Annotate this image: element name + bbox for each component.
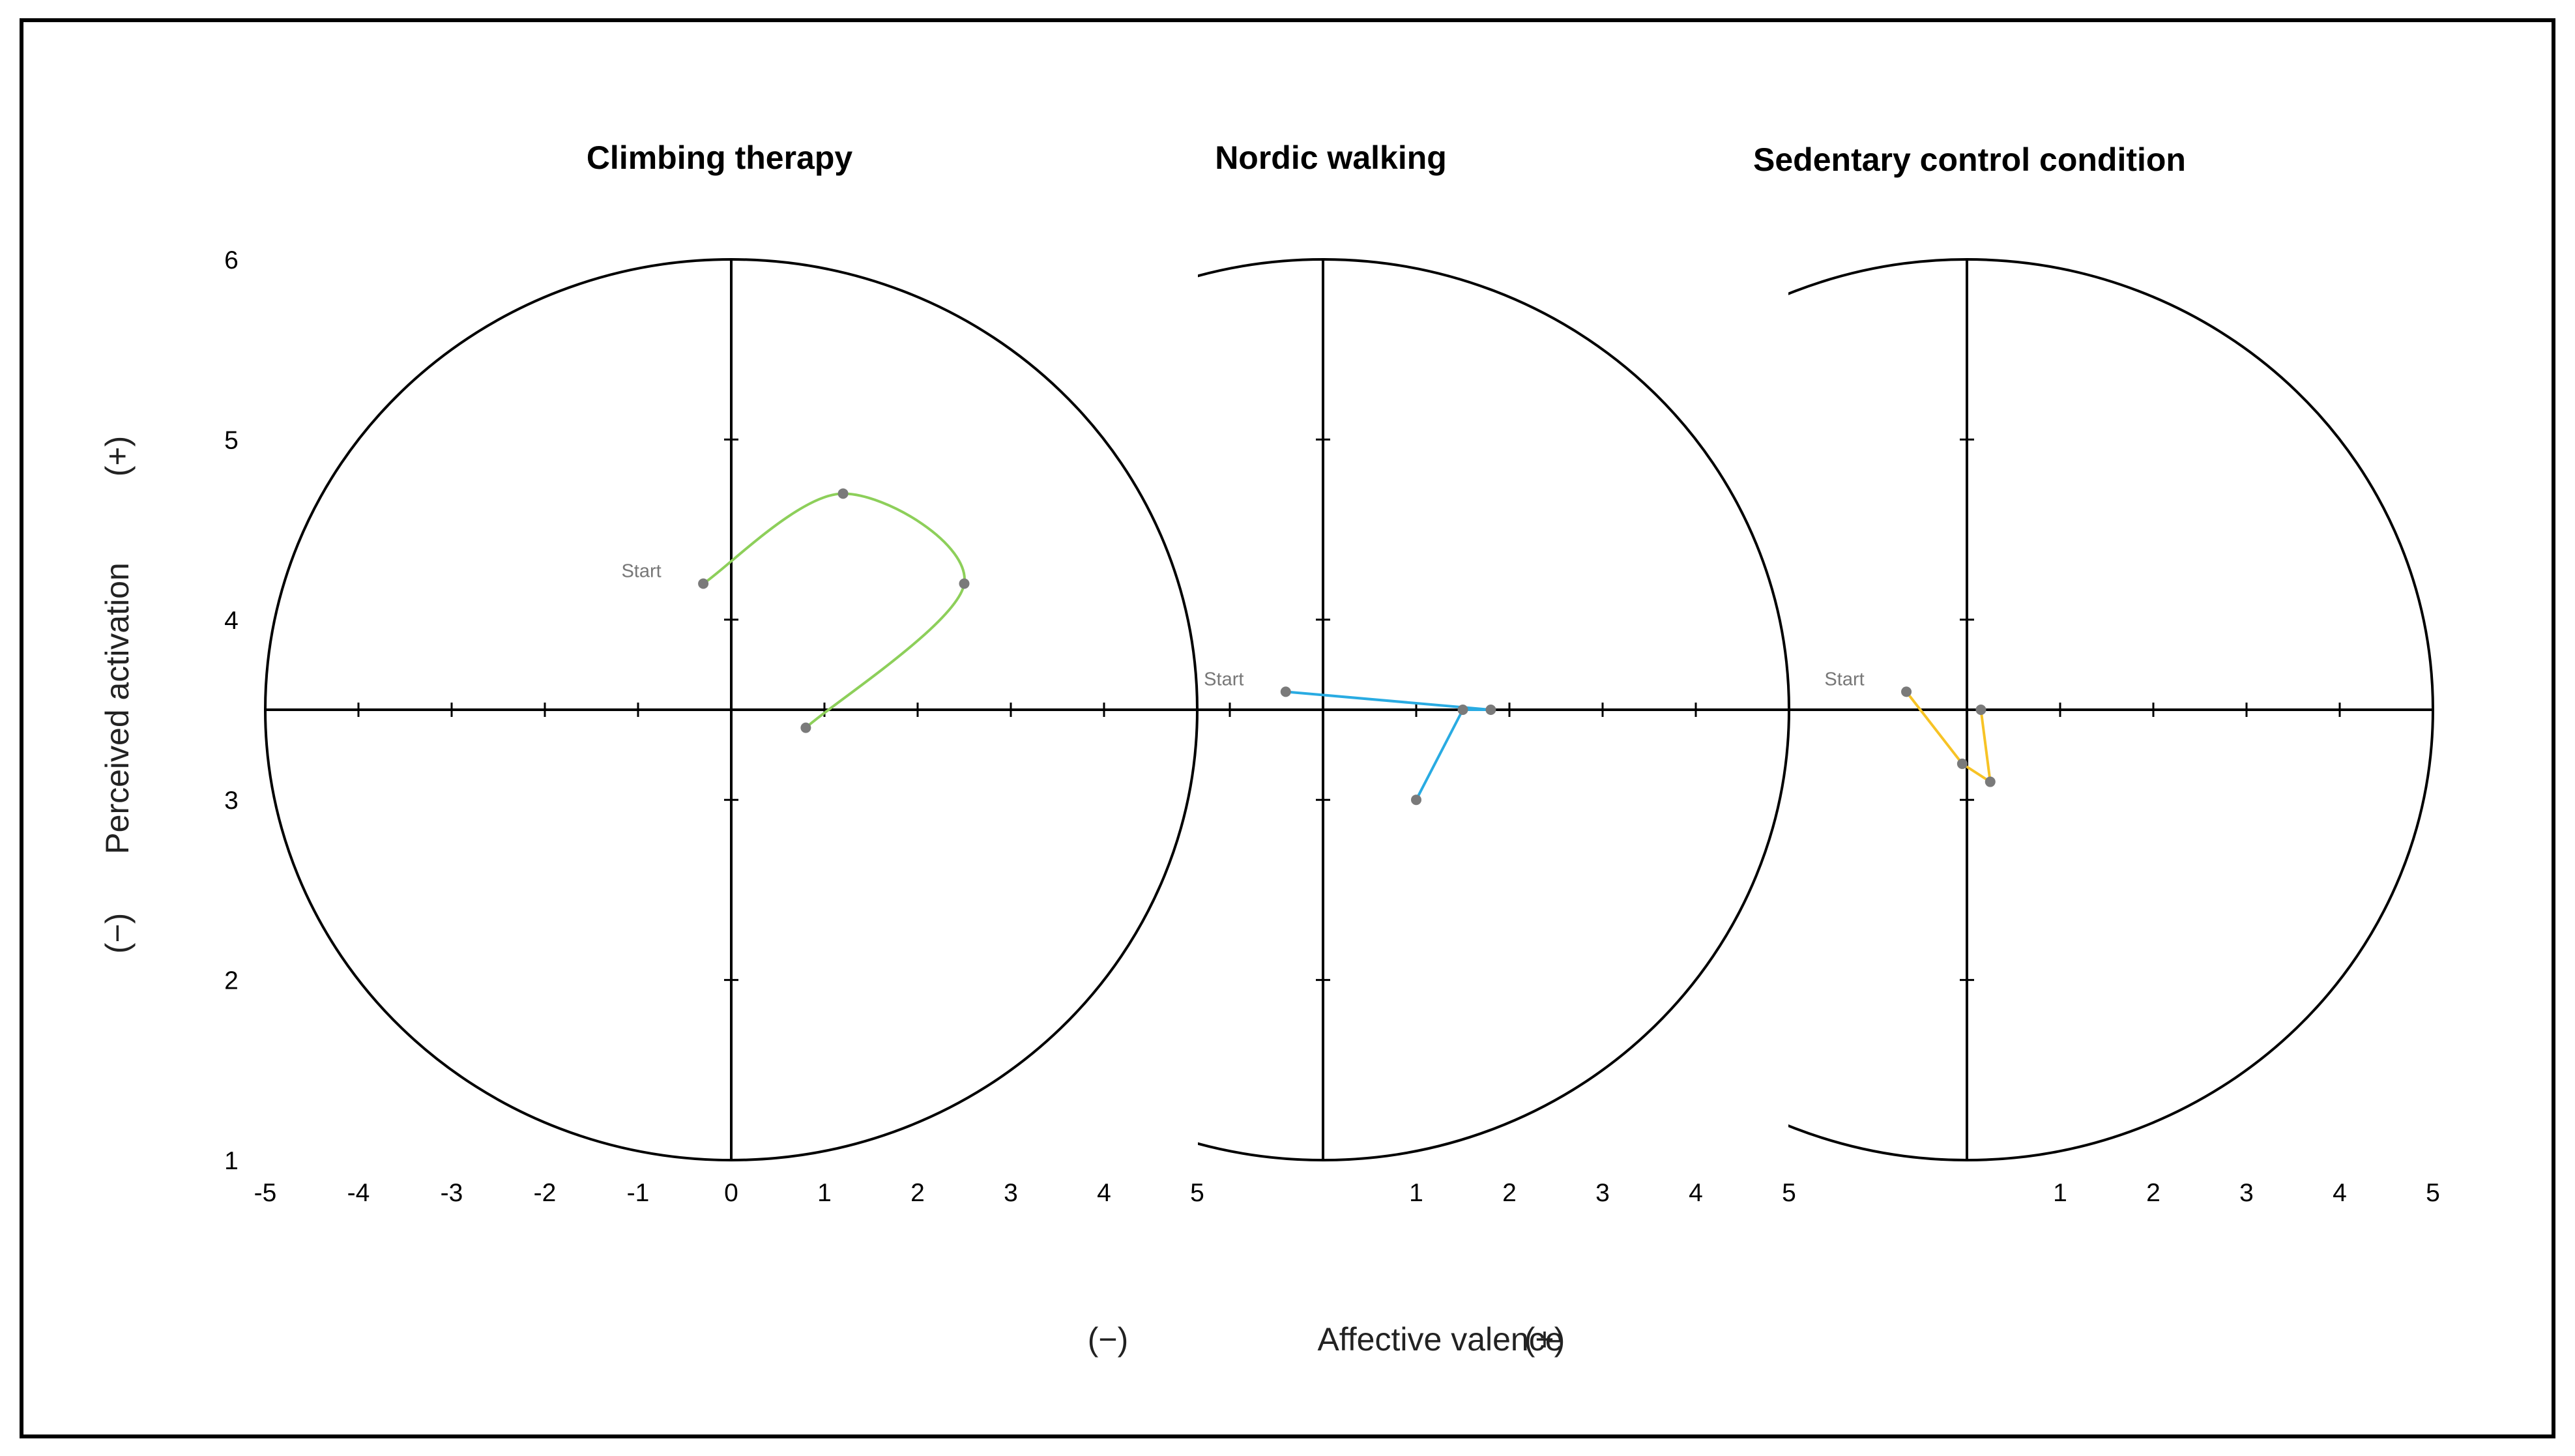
x-tick-label: -3: [441, 1179, 463, 1207]
x-tick-label: 3: [1004, 1179, 1018, 1207]
y-tick-label: 4: [224, 607, 239, 635]
trajectory-line: [1285, 690, 1491, 801]
x-tick-label: 2: [1502, 1179, 1517, 1207]
y-tick-label: 1: [224, 1147, 239, 1175]
y-tick-label: 6: [224, 246, 239, 274]
trajectory-point: [698, 578, 709, 589]
x-tick-label: 5: [1782, 1179, 1796, 1207]
y-tick-label: 5: [224, 426, 239, 454]
trajectory-point: [1975, 705, 1986, 715]
start-label: Start: [1824, 669, 1864, 690]
x-tick-label: -2: [534, 1179, 557, 1207]
x-tick-label: 1: [2053, 1179, 2067, 1207]
trajectory-point: [1280, 686, 1291, 697]
panel-title-climbing: Climbing therapy: [587, 139, 853, 176]
panel-title-nordic: Nordic walking: [1215, 139, 1447, 176]
trajectory-point: [1985, 776, 1996, 787]
trajectory-point: [959, 578, 970, 589]
trajectory-point: [1485, 705, 1496, 715]
x-tick-label: 2: [2146, 1179, 2160, 1207]
x-tick-label: -4: [347, 1179, 370, 1207]
x-tick-label: 2: [910, 1179, 925, 1207]
y-axis-pos-label: (+): [99, 436, 136, 477]
x-tick-label: 5: [1190, 1179, 1204, 1207]
y-axis-title: (−) Perceived activation (+): [99, 436, 136, 954]
panels: -5 -4 -3 -2 -1 0 1 2 3 4 5 Start 1 2 3 4 5 Start 1 2 3 4 5 Star…: [254, 258, 2440, 1207]
start-label: Start: [621, 561, 661, 582]
trajectory-point: [1457, 705, 1468, 715]
y-axis-ticks: 1 2 3 4 5 6: [224, 246, 239, 1175]
x-tick-label: 0: [724, 1179, 738, 1207]
x-axis-title: Affective valence: [1317, 1321, 1563, 1358]
trajectory-point: [1411, 794, 1421, 806]
x-tick-label: 1: [1409, 1179, 1423, 1207]
trajectory-line: [703, 492, 966, 729]
x-tick-label: 5: [2426, 1179, 2440, 1207]
x-tick-label: 1: [817, 1179, 832, 1207]
x-tick-label: 4: [1097, 1179, 1111, 1207]
x-axis-neg-label: (−): [1088, 1321, 1129, 1358]
trajectory-point: [1957, 758, 1968, 769]
trajectory-point: [1901, 686, 1912, 697]
trajectory-line: [1905, 691, 1992, 785]
y-axis-title-text: Perceived activation: [99, 562, 136, 854]
trajectory-point: [837, 488, 849, 499]
y-tick-label: 3: [224, 787, 239, 815]
x-tick-label: 4: [1689, 1179, 1703, 1207]
panel-2: 1 2 3 4 5 Start: [1706, 258, 2440, 1207]
x-axis-pos-label: (+): [1524, 1321, 1565, 1358]
figure-border: [20, 18, 2555, 1438]
y-axis-neg-label: (−): [99, 913, 136, 954]
x-tick-label: 3: [2239, 1179, 2254, 1207]
x-tick-label: -1: [627, 1179, 650, 1207]
x-tick-label: 3: [1595, 1179, 1610, 1207]
x-tick-label: 4: [2333, 1179, 2347, 1207]
x-tick-label: -5: [254, 1179, 277, 1207]
y-tick-label: 2: [224, 967, 239, 995]
panel-title-sedentary: Sedentary control condition: [1753, 141, 2186, 178]
start-label: Start: [1204, 669, 1244, 690]
panel-0: -5 -4 -3 -2 -1 0 1 2 3 4 5 Start: [254, 258, 1204, 1207]
panel-1: 1 2 3 4 5 Start: [857, 258, 1796, 1207]
trajectory-point: [800, 722, 811, 733]
